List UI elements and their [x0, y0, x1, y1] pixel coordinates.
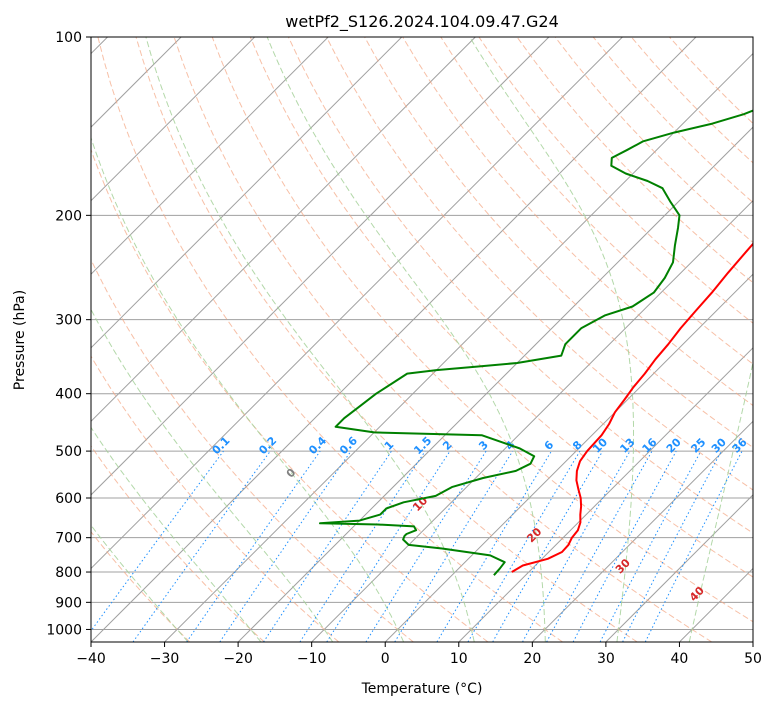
- isotherm-line: [531, 420, 753, 642]
- chart-title: wetPf2_S126.2024.104.09.47.G24: [285, 12, 559, 32]
- x-tick-label: −10: [297, 651, 327, 667]
- y-tick-label: 300: [55, 313, 82, 329]
- x-tick-label: 0: [381, 651, 390, 667]
- temperature-profile-line: [511, 242, 753, 573]
- x-tick-label: −20: [223, 651, 253, 667]
- y-tick-label: 700: [55, 531, 82, 547]
- dry-adiabat-line: [516, 37, 753, 284]
- mixing-ratio-line: [132, 450, 271, 642]
- y-tick-label: 600: [55, 491, 82, 507]
- x-tick-label: 10: [450, 651, 468, 667]
- dry-adiabat-line: [91, 148, 489, 642]
- isotherm-line: [605, 494, 753, 642]
- dry-adiabat-line: [249, 37, 753, 578]
- mixing-ratio-lines: [91, 450, 743, 642]
- mixing-ratio-line: [572, 450, 677, 642]
- dry-adiabat-line: [91, 258, 414, 642]
- isotherm-line: [458, 347, 753, 642]
- y-axis-ticks: 100 200 300 400 500 600 700 800 900 1000: [46, 30, 91, 638]
- isotherm-line: [164, 52, 753, 642]
- dry-adiabat-line: [135, 37, 638, 642]
- y-tick-label: 900: [55, 595, 82, 611]
- isotherm-line: [91, 37, 329, 275]
- mixing-ratio-line: [299, 450, 426, 642]
- y-tick-label: 200: [55, 208, 82, 224]
- sounding-profiles: [319, 109, 753, 576]
- mixing-ratio-line: [644, 450, 743, 642]
- moist-adiabat-line: [688, 360, 753, 642]
- y-tick-label: 400: [55, 387, 82, 403]
- mixing-ratio-line: [186, 450, 321, 642]
- dry-adiabat-line: [326, 37, 753, 491]
- dewpoint-profile-line: [319, 109, 753, 576]
- plot-frame: [90, 36, 754, 643]
- moist-adiabat-line: [91, 426, 262, 642]
- mixing-ratio-line: [326, 450, 451, 642]
- moist-adiabat-line: [91, 136, 405, 642]
- dry-adiabat-line: [402, 37, 753, 407]
- dry-adiabat-line: [91, 445, 265, 642]
- x-tick-label: −40: [76, 651, 106, 667]
- isotherm-line: [91, 37, 697, 642]
- isotherm-line: [91, 37, 550, 496]
- dry-adiabat-line: [287, 37, 753, 534]
- mixing-ratio-line: [546, 450, 653, 642]
- dry-adiabat-line: [91, 355, 340, 642]
- isotherm-line: [91, 37, 256, 202]
- dry-adiabat-line: [91, 531, 191, 642]
- mixing-ratio-line: [263, 450, 392, 642]
- isotherm-line: [237, 126, 753, 642]
- isobar-gridlines: [91, 37, 753, 630]
- isotherm-line: [91, 37, 623, 570]
- x-tick-label: 20: [523, 651, 541, 667]
- y-tick-label: 100: [55, 30, 82, 46]
- dry-adiabat-line: [211, 37, 753, 623]
- y-tick-label: 500: [55, 444, 82, 460]
- moist-adiabat-line: [91, 524, 189, 642]
- mixing-ratio-line: [91, 450, 224, 632]
- x-tick-label: 40: [671, 651, 689, 667]
- y-axis-title: Pressure (hPa): [12, 290, 28, 390]
- dry-adiabat-line: [97, 37, 563, 642]
- mixing-ratio-line: [394, 450, 514, 642]
- isotherm-line: [91, 37, 403, 349]
- y-tick-label: 1000: [46, 622, 82, 638]
- x-axis-ticks: −40 −30 −20 −10 0 10 20 30 40 50: [76, 642, 762, 667]
- x-tick-label: −30: [150, 651, 180, 667]
- mixing-ratio-line: [219, 450, 352, 642]
- isotherm-line: [384, 273, 753, 642]
- mixing-ratio-line: [522, 450, 631, 642]
- x-tick-label: 30: [597, 651, 615, 667]
- y-tick-label: 800: [55, 565, 82, 581]
- moist-adiabat-line: [145, 37, 475, 642]
- isotherm-lines: [91, 37, 753, 642]
- x-tick-label: 50: [744, 651, 762, 667]
- isotherm-line: [91, 37, 476, 423]
- dry-adiabat-line: [173, 37, 713, 642]
- dry-adiabats: [91, 37, 753, 642]
- moist-adiabat-line: [266, 37, 546, 642]
- dry-adiabat-line: [440, 37, 753, 365]
- x-axis-title: Temperature (°C): [361, 681, 483, 697]
